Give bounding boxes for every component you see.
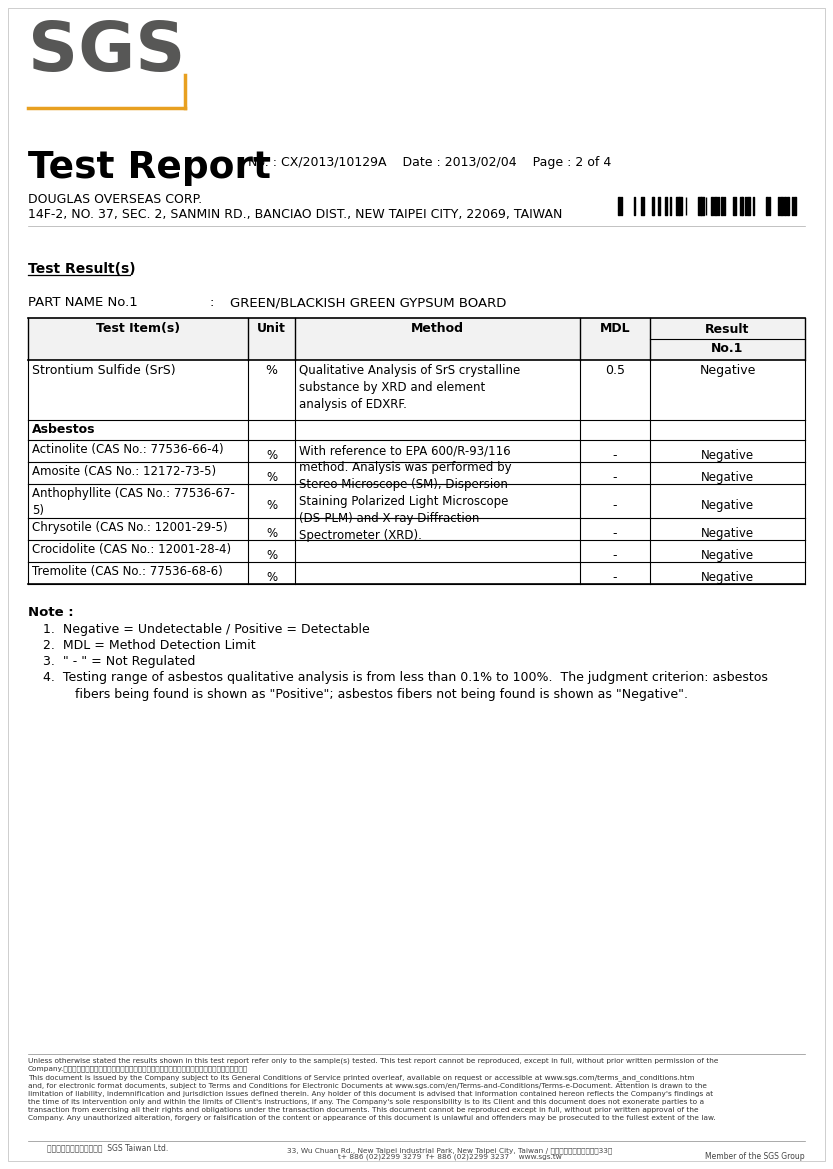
- Text: %: %: [266, 527, 277, 540]
- Text: -: -: [613, 449, 617, 462]
- Text: Negative: Negative: [701, 471, 754, 484]
- Text: Negative: Negative: [701, 499, 754, 512]
- Text: 2.  MDL = Method Detection Limit: 2. MDL = Method Detection Limit: [43, 639, 256, 652]
- Text: Unless otherwise stated the results shown in this test report refer only to the : Unless otherwise stated the results show…: [28, 1057, 718, 1121]
- Text: Negative: Negative: [701, 527, 754, 540]
- Text: Crocidolite (CAS No.: 12001-28-4): Crocidolite (CAS No.: 12001-28-4): [32, 542, 231, 556]
- Text: -: -: [613, 570, 617, 584]
- Text: Qualitative Analysis of SrS crystalline
substance by XRD and element
analysis of: Qualitative Analysis of SrS crystalline …: [299, 364, 521, 411]
- Text: Member of the SGS Group: Member of the SGS Group: [706, 1151, 805, 1161]
- Text: -: -: [613, 527, 617, 540]
- Text: %: %: [266, 471, 277, 484]
- Text: :: :: [210, 296, 214, 309]
- Text: Negative: Negative: [700, 364, 756, 376]
- Text: Negative: Negative: [701, 570, 754, 584]
- Text: Result: Result: [706, 323, 750, 336]
- Text: Chrysotile (CAS No.: 12001-29-5): Chrysotile (CAS No.: 12001-29-5): [32, 521, 227, 534]
- Text: Asbestos: Asbestos: [32, 423, 96, 436]
- Text: %: %: [266, 499, 277, 512]
- Text: 台灣棄新科技股份有限公司  SGS Taiwan Ltd.: 台灣棄新科技股份有限公司 SGS Taiwan Ltd.: [47, 1143, 168, 1151]
- Text: -: -: [613, 549, 617, 562]
- Text: DOUGLAS OVERSEAS CORP.: DOUGLAS OVERSEAS CORP.: [28, 193, 202, 206]
- Text: Tremolite (CAS No.: 77536-68-6): Tremolite (CAS No.: 77536-68-6): [32, 565, 222, 577]
- Text: %: %: [266, 449, 277, 462]
- Text: t+ 886 (02)2299 3279  f+ 886 (02)2299 3237    www.sgs.tw: t+ 886 (02)2299 3279 f+ 886 (02)2299 323…: [338, 1154, 562, 1161]
- Text: 4.  Testing range of asbestos qualitative analysis is from less than 0.1% to 100: 4. Testing range of asbestos qualitative…: [43, 671, 768, 701]
- Text: GREEN/BLACKISH GREEN GYPSUM BOARD: GREEN/BLACKISH GREEN GYPSUM BOARD: [230, 296, 506, 309]
- Text: Negative: Negative: [701, 449, 754, 462]
- Text: -: -: [613, 471, 617, 484]
- Text: 3.  " - " = Not Regulated: 3. " - " = Not Regulated: [43, 655, 196, 667]
- Text: 14F-2, NO. 37, SEC. 2, SANMIN RD., BANCIAO DIST., NEW TAIPEI CITY, 22069, TAIWAN: 14F-2, NO. 37, SEC. 2, SANMIN RD., BANCI…: [28, 208, 562, 221]
- Text: Strontium Sulfide (SrS): Strontium Sulfide (SrS): [32, 364, 176, 376]
- Text: -: -: [613, 499, 617, 512]
- Text: Anthophyllite (CAS No.: 77536-67-
5): Anthophyllite (CAS No.: 77536-67- 5): [32, 487, 235, 517]
- Text: PART NAME No.1: PART NAME No.1: [28, 296, 137, 309]
- Text: Note :: Note :: [28, 606, 73, 620]
- Text: 0.5: 0.5: [605, 364, 625, 376]
- Bar: [28, 318, 805, 360]
- Text: Test Report: Test Report: [28, 150, 271, 186]
- Text: %: %: [266, 549, 277, 562]
- Text: With reference to EPA 600/R-93/116
method. Analysis was performed by
Stereo Micr: With reference to EPA 600/R-93/116 metho…: [299, 444, 511, 542]
- Text: Actinolite (CAS No.: 77536-66-4): Actinolite (CAS No.: 77536-66-4): [32, 443, 223, 456]
- Text: 1.  Negative = Undetectable / Positive = Detectable: 1. Negative = Undetectable / Positive = …: [43, 623, 370, 636]
- Text: No. : CX/2013/10129A    Date : 2013/02/04    Page : 2 of 4: No. : CX/2013/10129A Date : 2013/02/04 P…: [248, 155, 611, 170]
- Text: Test Item(s): Test Item(s): [96, 321, 180, 336]
- Text: Method: Method: [411, 321, 464, 336]
- Text: 33, Wu Chuan Rd., New Taipei Industrial Park, New Taipei City, Taiwan / 新北市新北產業區: 33, Wu Chuan Rd., New Taipei Industrial …: [287, 1147, 612, 1154]
- Text: Test Result(s): Test Result(s): [28, 262, 136, 276]
- Text: MDL: MDL: [600, 321, 631, 336]
- Text: %: %: [266, 364, 277, 376]
- Text: No.1: No.1: [711, 343, 744, 355]
- Text: Negative: Negative: [701, 549, 754, 562]
- Text: Amosite (CAS No.: 12172-73-5): Amosite (CAS No.: 12172-73-5): [32, 465, 216, 478]
- Text: %: %: [266, 570, 277, 584]
- Text: SGS: SGS: [28, 18, 186, 85]
- Text: Unit: Unit: [257, 321, 286, 336]
